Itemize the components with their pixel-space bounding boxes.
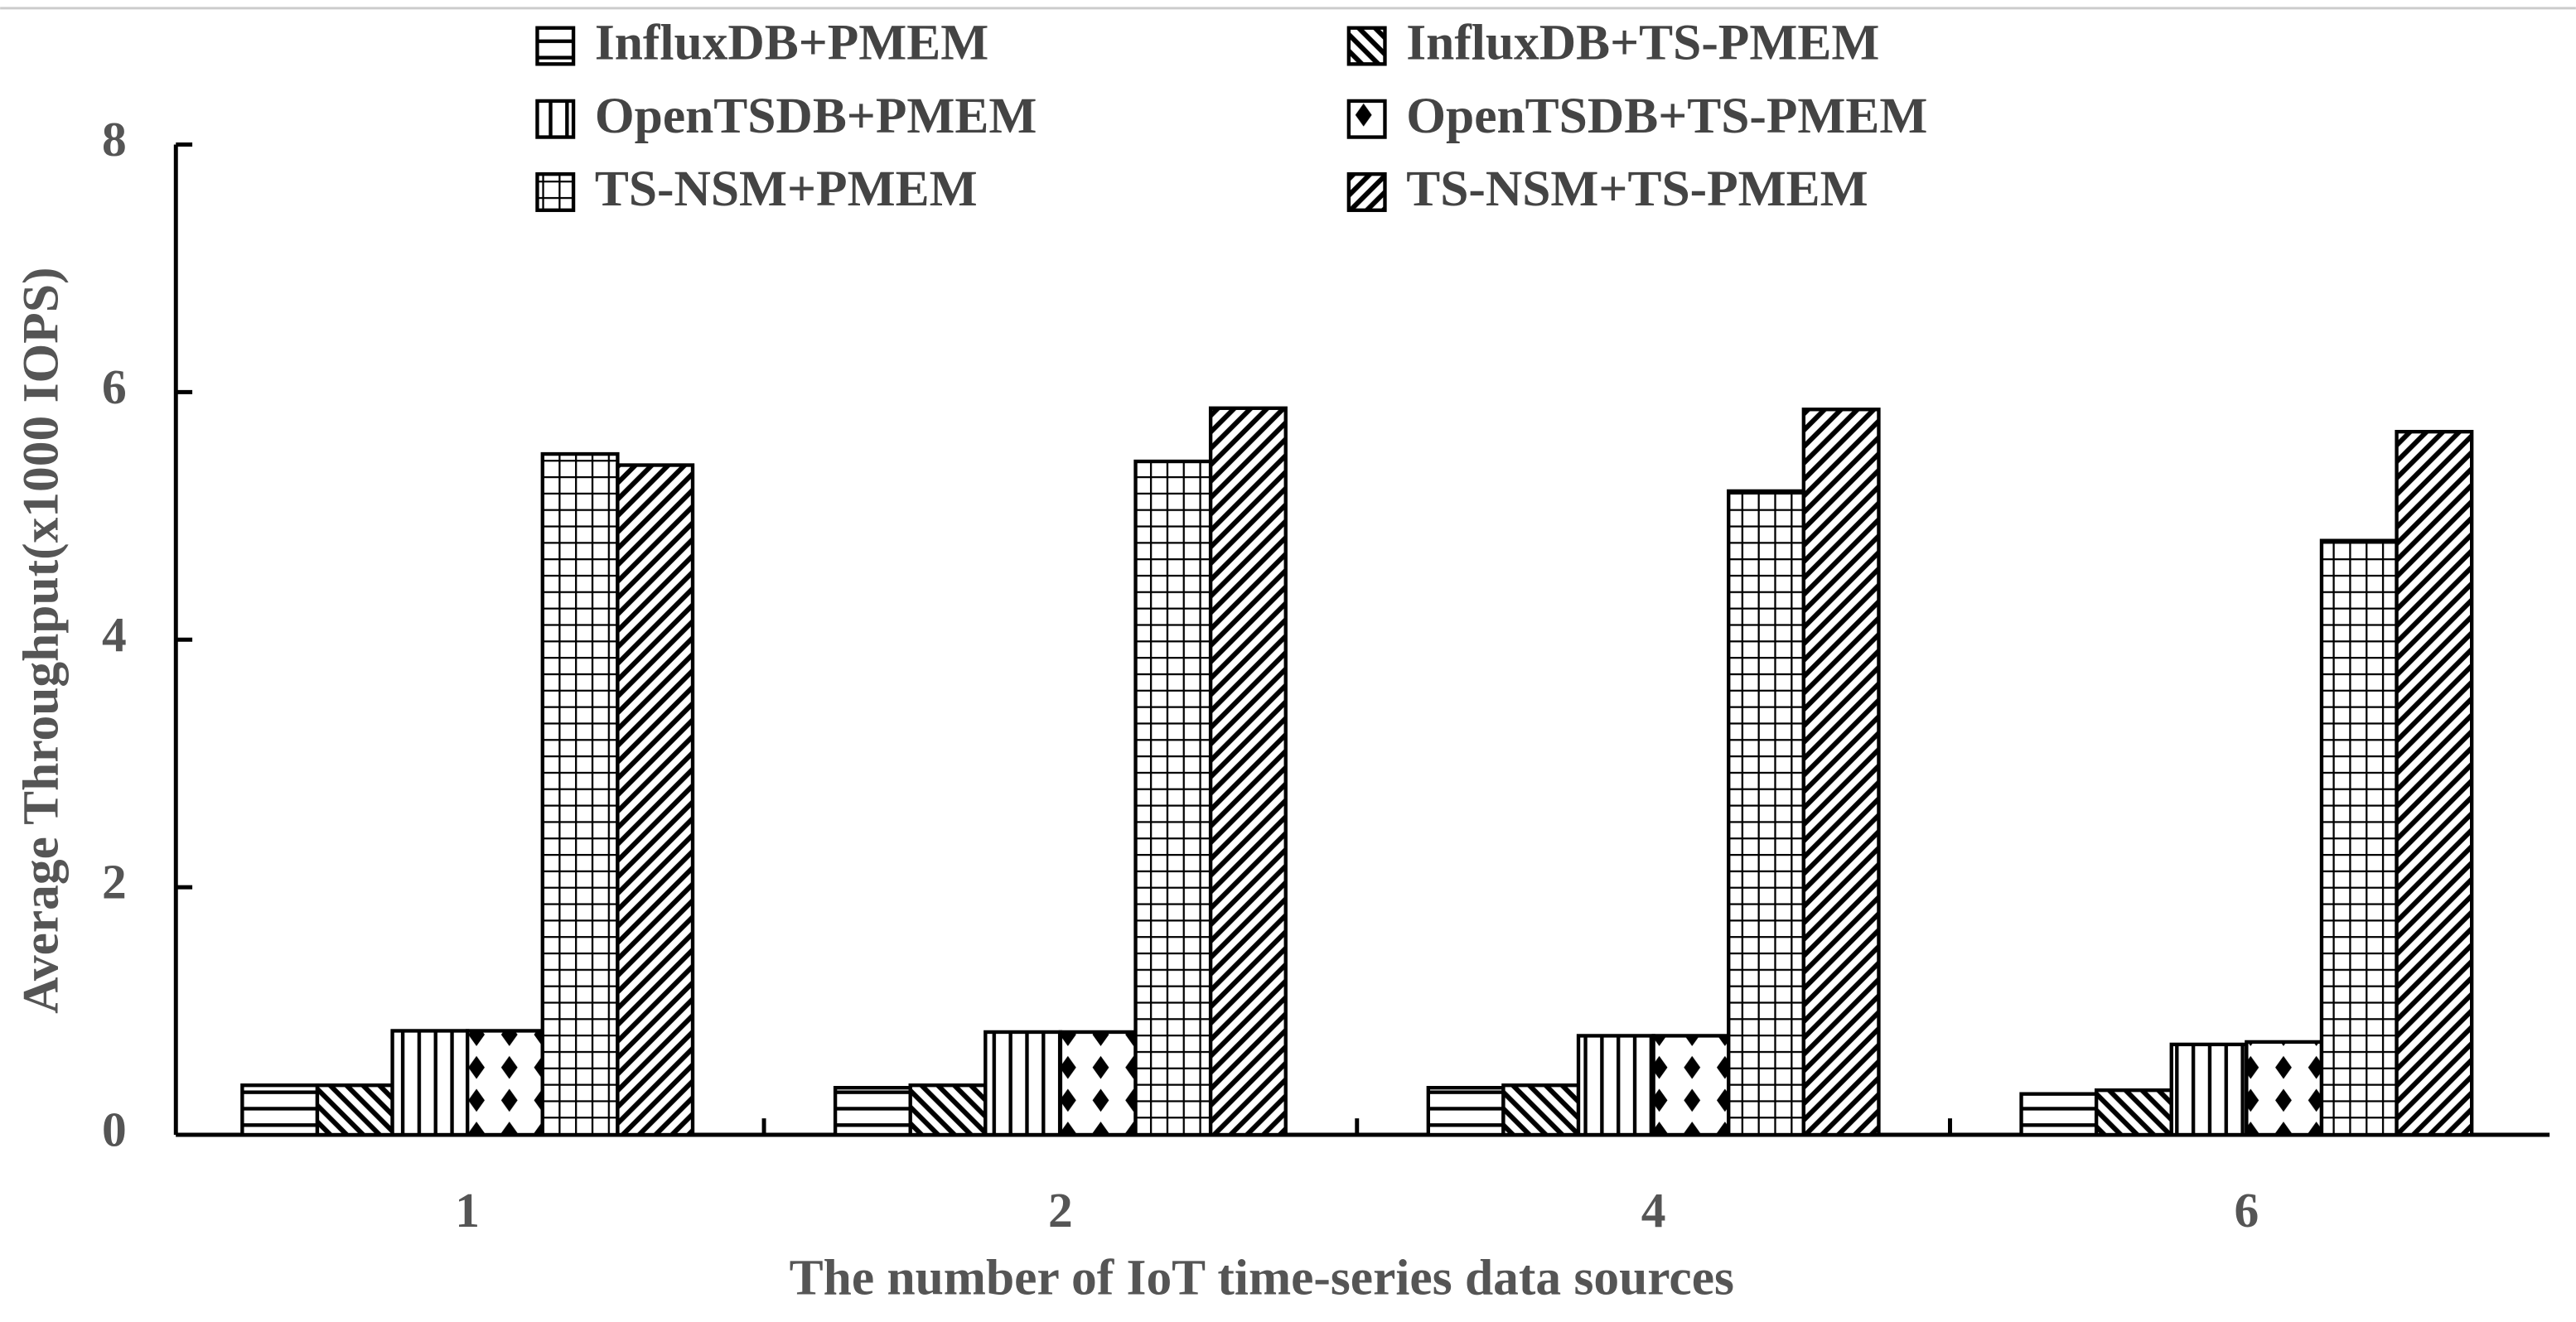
bar bbox=[466, 1029, 544, 1137]
legend-swatch bbox=[1346, 171, 1387, 212]
bar bbox=[833, 1086, 912, 1137]
bar bbox=[540, 451, 620, 1137]
bar bbox=[2169, 1042, 2249, 1137]
bar bbox=[1133, 459, 1213, 1137]
legend-label: OpenTSDB+PMEM bbox=[595, 88, 1037, 144]
y-tick-label: 0 bbox=[102, 1102, 127, 1157]
legend-label: InfluxDB+TS-PMEM bbox=[1406, 15, 1879, 71]
legend-label: TS-NSM+PMEM bbox=[595, 161, 978, 217]
x-tick-label: 1 bbox=[455, 1183, 480, 1238]
bar bbox=[1501, 1083, 1581, 1137]
bar bbox=[1058, 1030, 1138, 1137]
legend-swatch bbox=[535, 99, 576, 139]
bar bbox=[2094, 1088, 2173, 1137]
x-tick-label: 4 bbox=[1641, 1183, 1666, 1238]
bar bbox=[2245, 1040, 2324, 1137]
x-axis-label: The number of IoT time-series data sourc… bbox=[790, 1250, 1734, 1306]
bar bbox=[315, 1083, 394, 1137]
bar bbox=[1651, 1034, 1731, 1137]
y-tick-label: 2 bbox=[102, 855, 127, 909]
y-tick-label: 8 bbox=[102, 112, 127, 166]
x-tick-label: 6 bbox=[2234, 1183, 2259, 1238]
y-tick-label: 4 bbox=[102, 607, 127, 662]
bar bbox=[984, 1030, 1063, 1137]
bar bbox=[2395, 429, 2474, 1137]
bar bbox=[390, 1029, 470, 1137]
bar bbox=[2019, 1092, 2099, 1137]
bar bbox=[1801, 408, 1881, 1137]
legend-swatch bbox=[1346, 99, 1387, 139]
bar bbox=[240, 1083, 320, 1137]
legend-swatch bbox=[535, 171, 576, 212]
bar bbox=[1426, 1086, 1505, 1137]
bar bbox=[616, 463, 695, 1137]
bar bbox=[1727, 489, 1806, 1137]
bar bbox=[908, 1083, 988, 1137]
legend-label: InfluxDB+PMEM bbox=[595, 15, 988, 71]
y-tick-label: 6 bbox=[102, 359, 127, 414]
bar bbox=[1576, 1034, 1655, 1137]
legend-label: TS-NSM+TS-PMEM bbox=[1406, 161, 1868, 217]
legend-swatch bbox=[535, 26, 576, 66]
x-tick-label: 2 bbox=[1048, 1183, 1073, 1238]
legend-label: OpenTSDB+TS-PMEM bbox=[1406, 88, 1927, 144]
bar bbox=[2319, 538, 2399, 1137]
bar bbox=[1208, 406, 1288, 1137]
legend-swatch bbox=[1346, 26, 1387, 66]
y-axis-label: Average Throughput(x1000 IOPS) bbox=[13, 268, 70, 1014]
